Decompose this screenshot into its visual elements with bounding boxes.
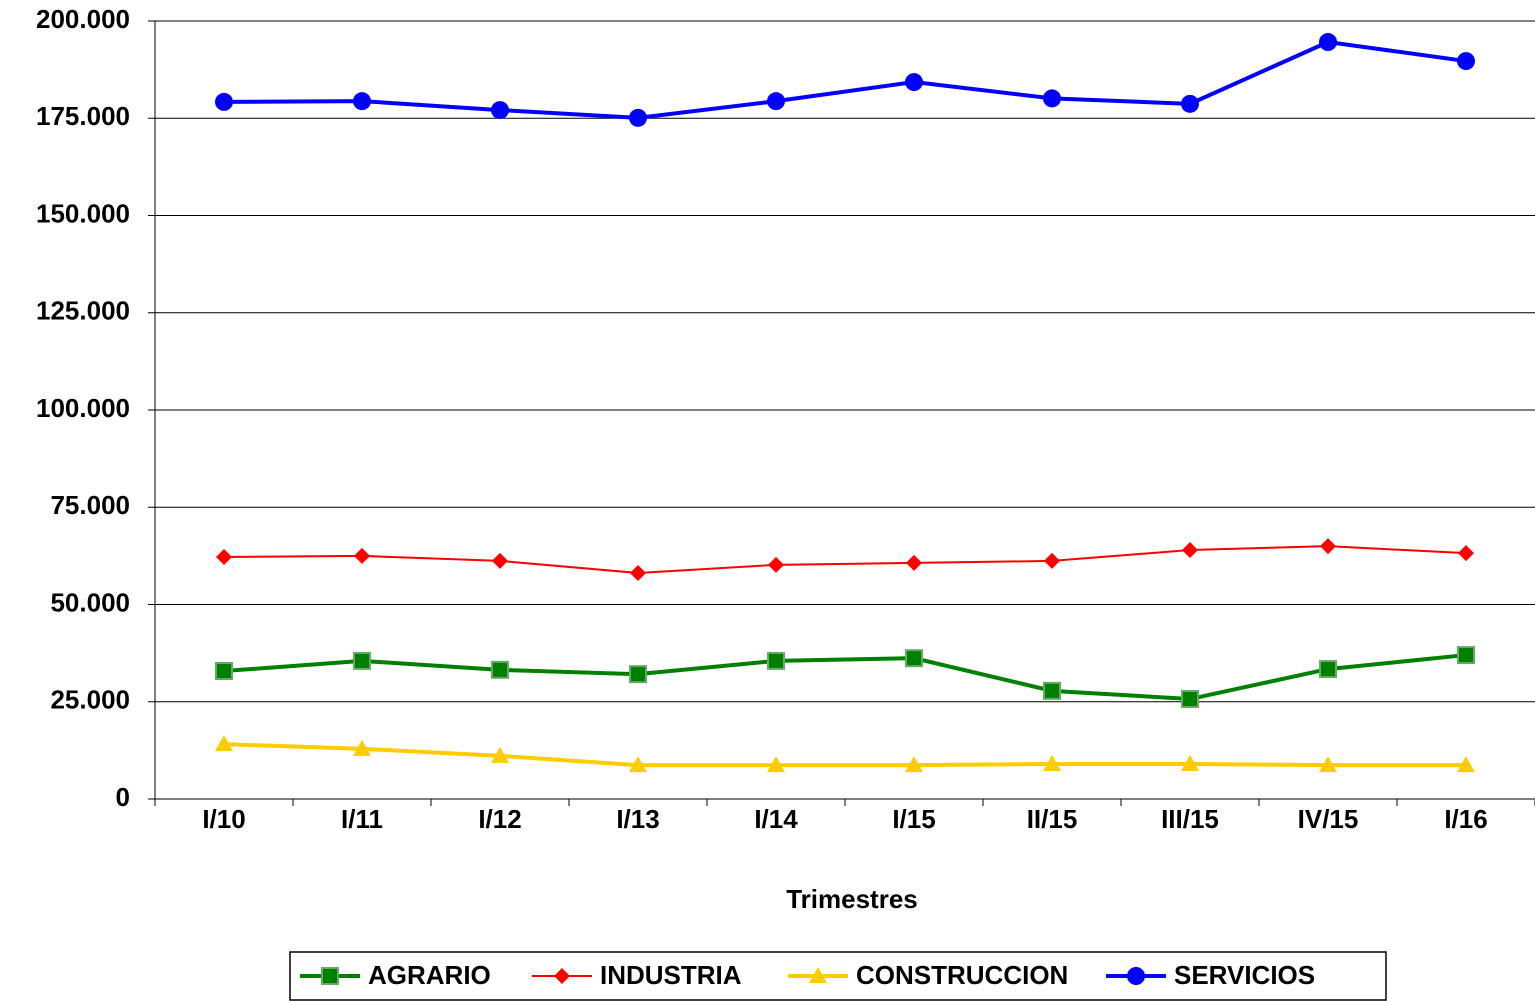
x-tick-label: IV/15 [1298,804,1359,834]
marker [767,92,785,111]
marker [215,662,233,681]
y-tick-label: 0 [116,782,130,812]
marker [353,739,371,756]
x-tick-label: II/15 [1027,804,1078,834]
y-tick-label: 200.000 [36,4,130,34]
marker [216,549,232,566]
x-tick-label: I/16 [1444,804,1487,834]
marker [629,665,647,684]
marker [1457,646,1475,665]
x-tick-label: I/10 [202,804,245,834]
x-tick-label: I/12 [478,804,521,834]
series-line [223,653,1467,702]
marker [1319,756,1337,773]
legend-label: INDUSTRIA [600,960,742,990]
marker [905,756,923,773]
x-tick-label: III/15 [1161,804,1219,834]
marker [215,735,233,752]
marker [1181,94,1199,113]
marker [809,967,827,983]
marker [1127,967,1145,985]
marker [1181,690,1199,709]
x-axis-label: Trimestres [786,884,918,914]
marker [321,967,339,985]
y-tick-label: 125.000 [36,296,130,326]
marker [1320,538,1336,555]
legend-label: AGRARIO [368,960,491,990]
y-tick-label: 50.000 [50,587,130,617]
marker [905,649,923,668]
marker [1182,542,1198,559]
marker [215,92,233,111]
marker [905,73,923,92]
marker [1457,52,1475,71]
marker [768,556,784,573]
marker [1319,33,1337,52]
y-tick-label: 150.000 [36,198,130,228]
marker [491,101,509,120]
y-tick-label: 25.000 [50,685,130,715]
marker [353,92,371,111]
marker [1457,756,1475,773]
marker [1319,660,1337,679]
marker [630,564,646,581]
marker [1181,754,1199,771]
marker [554,968,570,984]
marker [629,756,647,773]
x-tick-label: I/13 [616,804,659,834]
marker [353,651,371,670]
marker [1458,545,1474,562]
marker [1043,681,1061,700]
marker [1043,754,1061,771]
marker [491,660,509,679]
marker [1044,552,1060,569]
y-tick-label: 75.000 [50,490,130,520]
x-tick-label: I/14 [754,804,798,834]
y-tick-label: 100.000 [36,393,130,423]
legend-label: CONSTRUCCION [856,960,1068,990]
marker [491,746,509,763]
legend-label: SERVICIOS [1174,960,1315,990]
marker [1043,89,1061,108]
x-tick-label: I/15 [892,804,935,834]
x-tick-label: I/11 [341,804,383,834]
marker [354,547,370,564]
marker [906,554,922,571]
series-line [223,39,1467,120]
series-line [223,545,1467,574]
y-tick-label: 175.000 [36,101,130,131]
marker [767,756,785,773]
series-line [223,742,1466,768]
marker [492,552,508,569]
marker [629,108,647,127]
marker [767,651,785,670]
